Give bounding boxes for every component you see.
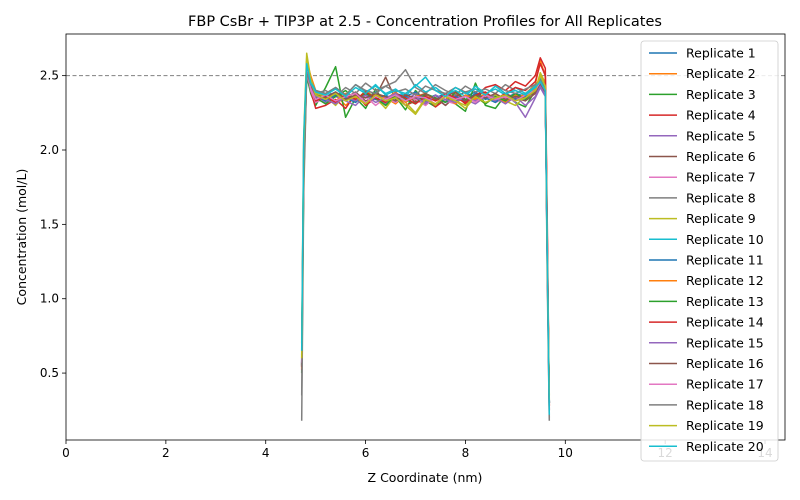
legend-label: Replicate 6	[686, 149, 756, 164]
x-tick-label: 4	[262, 446, 270, 460]
legend-label: Replicate 8	[686, 190, 756, 205]
legend-label: Replicate 17	[686, 377, 764, 392]
series-line-replicate-2	[300, 60, 551, 411]
series-line-replicate-13	[300, 67, 551, 403]
plot-frame	[65, 33, 786, 441]
y-tick-label: 2.0	[40, 143, 59, 157]
legend-label: Replicate 10	[686, 232, 764, 247]
x-tick-label: 8	[462, 446, 470, 460]
series-line-replicate-14	[300, 62, 551, 406]
series-line-replicate-6	[300, 65, 551, 403]
legend-label: Replicate 12	[686, 273, 764, 288]
legend: Replicate 1 Replicate 2 Replicate 3 Replica…	[640, 40, 779, 462]
x-tick-label: 0	[62, 446, 70, 460]
legend-label: Replicate 1	[686, 46, 756, 61]
series-line-replicate-18	[300, 71, 551, 418]
series-line-replicate-3	[300, 65, 551, 403]
series-line-replicate-1	[300, 67, 551, 403]
legend-label: Replicate 16	[686, 356, 764, 371]
series-line-replicate-11	[300, 70, 551, 403]
legend-label: Replicate 3	[686, 87, 756, 102]
y-tick-label: 2.5	[40, 69, 59, 83]
series-line-replicate-8	[300, 68, 551, 421]
series-line-replicate-16	[300, 67, 551, 403]
legend-label: Replicate 9	[686, 211, 756, 226]
legend-label: Replicate 18	[686, 397, 764, 412]
legend-label: Replicate 7	[686, 170, 756, 185]
legend-label: Replicate 15	[686, 335, 764, 350]
legend-box	[640, 40, 779, 462]
legend-label: Replicate 14	[686, 315, 764, 330]
plot-area: 024681012140.51.01.52.02.5	[40, 33, 786, 460]
legend-label: Replicate 13	[686, 294, 764, 309]
series-line-replicate-15	[300, 68, 551, 403]
legend-label: Replicate 4	[686, 108, 756, 123]
y-tick-label: 1.0	[40, 292, 59, 306]
series-line-replicate-10	[300, 60, 551, 411]
series-group	[300, 52, 551, 421]
series-line-replicate-12	[300, 64, 551, 406]
legend-label: Replicate 20	[686, 439, 764, 454]
legend-label: Replicate 11	[686, 253, 764, 268]
series-line-replicate-7	[300, 68, 551, 411]
y-tick-label: 0.5	[40, 366, 59, 380]
series-line-replicate-17	[300, 70, 551, 409]
y-tick-label: 1.5	[40, 217, 59, 231]
series-line-replicate-19	[300, 57, 551, 400]
x-tick-label: 6	[362, 446, 370, 460]
series-line-replicate-4	[300, 57, 551, 406]
x-axis-label: Z Coordinate (nm)	[368, 470, 483, 485]
chart-title: FBP CsBr + TIP3P at 2.5 - Concentration …	[188, 14, 662, 30]
x-tick-label: 2	[162, 446, 170, 460]
y-axis-label: Concentration (mol/L)	[14, 169, 29, 306]
series-line-replicate-5	[300, 71, 551, 403]
legend-label: Replicate 19	[686, 418, 764, 433]
legend-label: Replicate 5	[686, 128, 756, 143]
x-tick-label: 10	[558, 446, 573, 460]
series-line-replicate-20	[300, 62, 551, 415]
legend-label: Replicate 2	[686, 66, 756, 81]
